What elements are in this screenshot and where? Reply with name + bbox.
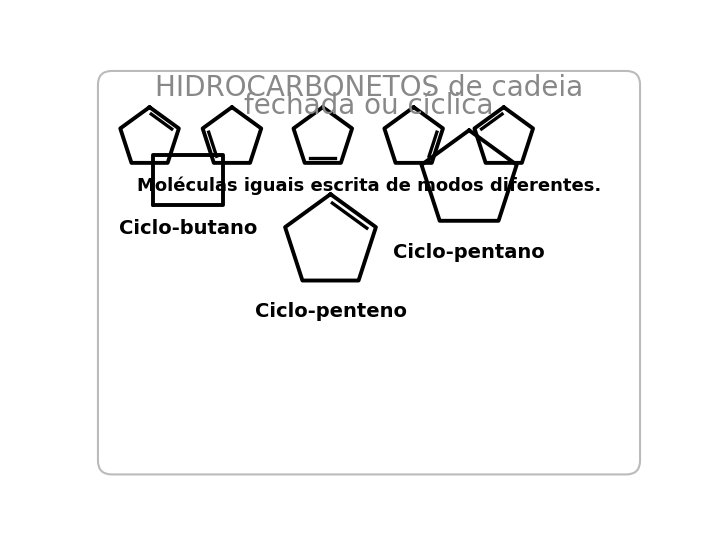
Text: HIDROCARBONETOS de cadeia: HIDROCARBONETOS de cadeia — [155, 74, 583, 102]
Text: Ciclo-penteno: Ciclo-penteno — [254, 302, 407, 321]
FancyBboxPatch shape — [98, 71, 640, 475]
Text: Ciclo-pentano: Ciclo-pentano — [393, 242, 545, 262]
Text: fechada ou cíclica: fechada ou cíclica — [244, 92, 494, 120]
Text: Ciclo-butano: Ciclo-butano — [119, 219, 257, 238]
Text: Moléculas iguais escrita de modos diferentes.: Moléculas iguais escrita de modos difere… — [137, 177, 601, 195]
